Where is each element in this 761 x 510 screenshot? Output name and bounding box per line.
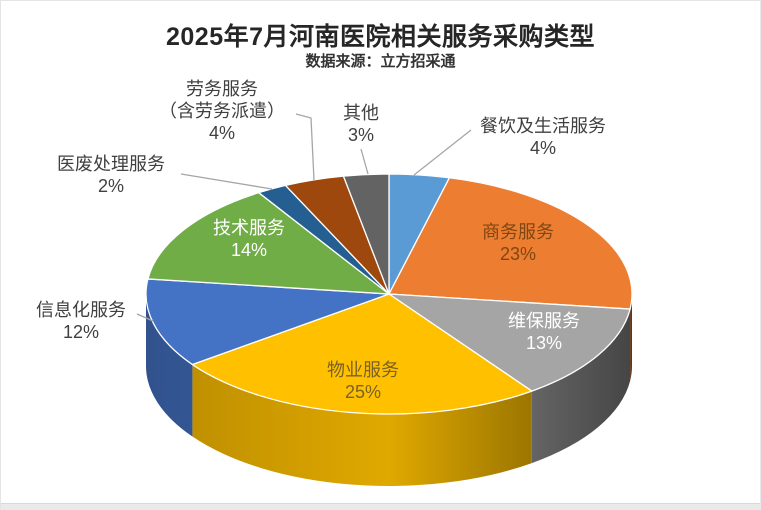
- slice-label-5: 技术服务 14%: [213, 218, 285, 260]
- pie-slice-1[interactable]: [388, 177, 633, 310]
- slice-label-6: 医废处理服务 2%: [57, 154, 165, 196]
- bottom-edge-strip: [1, 503, 760, 510]
- leader-line-0: [413, 129, 472, 176]
- leader-line-7: [295, 113, 315, 181]
- pie-slice-wall-3: [192, 364, 532, 486]
- chart-title: 2025年7月河南医院相关服务采购类型: [165, 23, 596, 51]
- pie-slice-wall-4: [146, 294, 193, 437]
- pie-slice-wall-1: [630, 294, 632, 382]
- pie-slice-2[interactable]: [388, 293, 631, 392]
- slice-label-8: 其他 3%: [343, 103, 379, 145]
- slice-label-4: 信息化服务 12%: [36, 300, 126, 342]
- pie-slice-3[interactable]: [191, 293, 533, 415]
- leader-line-6: [180, 173, 273, 190]
- pie-slice-4[interactable]: [145, 278, 390, 366]
- slice-label-2: 维保服务 13%: [508, 311, 580, 353]
- leader-line-8: [360, 148, 369, 175]
- pie-slice-5[interactable]: [147, 192, 390, 295]
- slice-label-1: 商务服务 23%: [482, 222, 554, 264]
- pie-slice-8[interactable]: [342, 173, 390, 295]
- slice-label-7: 劳务服务（含劳务派遣） 4%: [159, 79, 285, 143]
- slice-label-0: 餐饮及生活服务 4%: [480, 116, 606, 158]
- pie-slice-wall-2: [531, 309, 631, 464]
- slice-label-3: 物业服务 25%: [327, 360, 399, 402]
- chart-subtitle: 数据来源：立方招采通: [305, 53, 456, 70]
- leader-line-4: [136, 313, 154, 322]
